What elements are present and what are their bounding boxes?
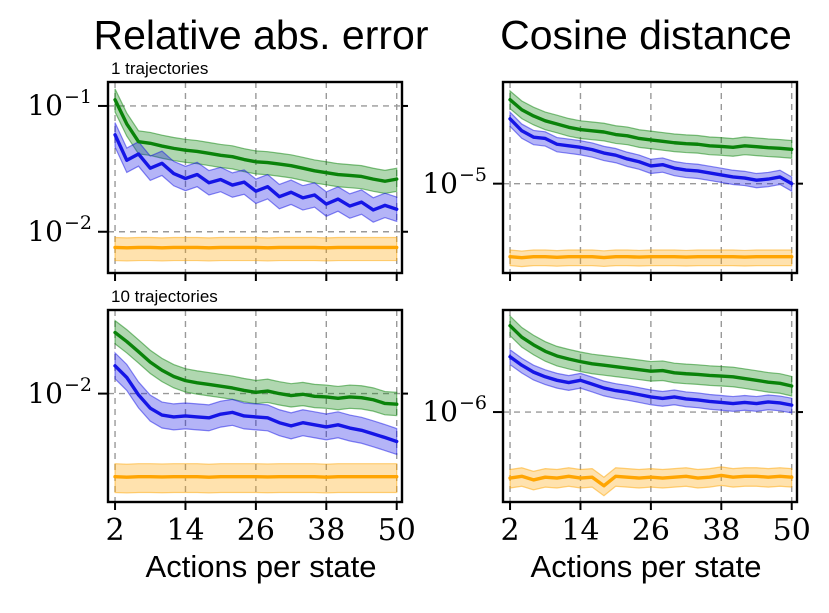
column-title-cosine-distance: Cosine distance — [500, 12, 792, 58]
subplot-title-10-trajectories: 10 trajectories — [111, 287, 218, 306]
confidence-band-orange — [114, 236, 398, 262]
x-tick-label: 26 — [236, 513, 275, 548]
confidence-band-green — [509, 89, 793, 159]
plot-frame — [106, 308, 404, 504]
plot-frame — [501, 80, 799, 275]
confidence-band-blue — [114, 351, 398, 456]
x-tick-label: 38 — [307, 513, 346, 548]
line-blue — [508, 355, 794, 407]
line-blue — [113, 364, 399, 444]
confidence-band-green — [114, 88, 398, 195]
chart-svg-rel-abs-error-1-traj — [98, 80, 408, 281]
confidence-band-blue — [114, 122, 398, 223]
x-tick-label: 26 — [631, 513, 670, 548]
confidence-band-blue — [509, 348, 793, 414]
plot-cosine-distance-10-trajectories — [493, 308, 803, 510]
x-tick-label: 14 — [166, 513, 205, 548]
chart-svg-cosine-distance-10-traj — [493, 308, 803, 510]
x-tick-label: 50 — [377, 513, 416, 548]
line-orange — [508, 473, 794, 488]
column-title-relative-abs-error: Relative abs. error — [93, 12, 429, 58]
x-tick-label: 38 — [702, 513, 741, 548]
y-tick-label: 10−2 — [27, 211, 92, 248]
y-tick-label: 10−1 — [27, 85, 92, 122]
plot-relative-abs-error-1-trajectories — [98, 80, 408, 281]
y-tick-label: 10−6 — [422, 392, 487, 429]
chart-svg-rel-abs-error-10-traj — [98, 308, 408, 510]
line-green — [113, 330, 399, 406]
plot-cosine-distance-1-trajectories — [493, 80, 803, 281]
line-orange — [508, 254, 794, 260]
confidence-band-blue — [509, 110, 793, 193]
y-tick-label: 10−2 — [27, 373, 92, 410]
chart-svg-cosine-distance-1-traj — [493, 80, 803, 281]
x-tick-label: 50 — [772, 513, 811, 548]
subplot-title-1-trajectories: 1 trajectories — [111, 59, 209, 78]
x-tick-label: 2 — [500, 513, 520, 548]
y-tick-label: 10−5 — [422, 163, 487, 200]
x-tick-label: 2 — [105, 513, 125, 548]
line-blue — [508, 117, 794, 186]
confidence-band-green — [114, 319, 398, 417]
plot-frame — [106, 80, 404, 275]
line-green — [508, 97, 794, 152]
line-green — [113, 98, 399, 183]
line-blue — [113, 133, 399, 212]
x-axis-label-right: Actions per state — [530, 549, 762, 584]
line-green — [508, 324, 794, 388]
plot-relative-abs-error-10-trajectories — [98, 308, 408, 510]
plot-frame — [501, 308, 799, 504]
x-tick-label: 14 — [561, 513, 600, 548]
x-axis-label-left: Actions per state — [145, 549, 377, 584]
